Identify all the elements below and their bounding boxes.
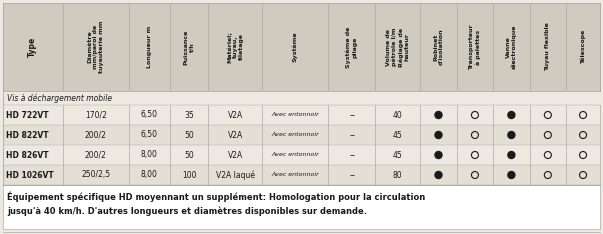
Circle shape — [435, 151, 442, 158]
Text: 45: 45 — [393, 150, 403, 160]
Circle shape — [435, 111, 442, 118]
Text: 250/2,5: 250/2,5 — [81, 171, 110, 179]
Text: 80: 80 — [393, 171, 402, 179]
Text: 40: 40 — [393, 110, 403, 120]
Circle shape — [435, 132, 442, 139]
Bar — [3, 3, 600, 91]
Bar — [3, 185, 600, 229]
Text: Équipement spécifique HD moyennant un supplément: Homologation pour la circulati: Équipement spécifique HD moyennant un su… — [7, 191, 425, 201]
Circle shape — [508, 151, 515, 158]
Text: Avec entonnoir: Avec entonnoir — [271, 132, 319, 138]
Text: HD 722VT: HD 722VT — [6, 110, 49, 120]
Text: jusqu'à 40 km/h. D'autres longueurs et diamètres disponibles sur demande.: jusqu'à 40 km/h. D'autres longueurs et d… — [7, 207, 367, 216]
Circle shape — [508, 111, 515, 118]
Text: Type: Type — [28, 37, 37, 57]
Text: 50: 50 — [184, 150, 194, 160]
Text: Volume de
pétrole l/m
Réglage de
hauteur: Volume de pétrole l/m Réglage de hauteur — [386, 27, 409, 66]
Text: Transporteur
à palettes: Transporteur à palettes — [469, 24, 481, 70]
Text: Matériel;
tuyau,
filetage: Matériel; tuyau, filetage — [227, 31, 244, 63]
Text: 8,00: 8,00 — [140, 171, 157, 179]
Text: –: – — [349, 130, 354, 140]
Text: V2A: V2A — [227, 150, 243, 160]
Text: Avec entonnoir: Avec entonnoir — [271, 172, 319, 178]
Text: V2A laqué: V2A laqué — [216, 170, 254, 180]
Text: 100: 100 — [182, 171, 196, 179]
Text: HD 826VT: HD 826VT — [6, 150, 49, 160]
Text: Puissance
t/h: Puissance t/h — [183, 29, 194, 65]
Bar — [3, 145, 600, 165]
Text: Diamètre
mm/paroi de
tuyauterie mm: Diamètre mm/paroi de tuyauterie mm — [87, 21, 104, 73]
Text: 45: 45 — [393, 131, 403, 139]
Circle shape — [508, 132, 515, 139]
Text: Avec entonnoir: Avec entonnoir — [271, 113, 319, 117]
Text: –: – — [349, 150, 354, 160]
Text: HD 822VT: HD 822VT — [6, 131, 49, 139]
Text: 200/2: 200/2 — [85, 150, 107, 160]
Text: V2A: V2A — [227, 131, 243, 139]
Text: 6,50: 6,50 — [140, 131, 157, 139]
Text: –: – — [349, 110, 354, 120]
Text: Vis à déchargement mobile: Vis à déchargement mobile — [7, 93, 112, 103]
Text: 200/2: 200/2 — [85, 131, 107, 139]
Circle shape — [508, 172, 515, 179]
Text: Télescope: Télescope — [580, 30, 586, 64]
Bar — [3, 91, 600, 105]
Text: Tuyau flexible: Tuyau flexible — [545, 22, 551, 71]
Text: Système de
pliage: Système de pliage — [346, 26, 357, 68]
Text: Système: Système — [292, 32, 298, 62]
Text: 35: 35 — [184, 110, 194, 120]
Bar — [3, 125, 600, 145]
Text: Avec entonnoir: Avec entonnoir — [271, 153, 319, 157]
Text: 6,50: 6,50 — [140, 110, 157, 120]
Bar — [3, 105, 600, 125]
Text: Longueur m: Longueur m — [147, 26, 151, 68]
Text: Robinet
d'isolation: Robinet d'isolation — [433, 29, 444, 65]
Text: 170/2: 170/2 — [85, 110, 107, 120]
Bar — [3, 231, 600, 234]
Text: 50: 50 — [184, 131, 194, 139]
Circle shape — [435, 172, 442, 179]
Text: HD 1026VT: HD 1026VT — [6, 171, 54, 179]
Text: 8,00: 8,00 — [140, 150, 157, 160]
Text: Vanne
électronique: Vanne électronique — [506, 25, 517, 69]
Text: V2A: V2A — [227, 110, 243, 120]
Bar — [3, 165, 600, 185]
Text: –: – — [349, 170, 354, 180]
